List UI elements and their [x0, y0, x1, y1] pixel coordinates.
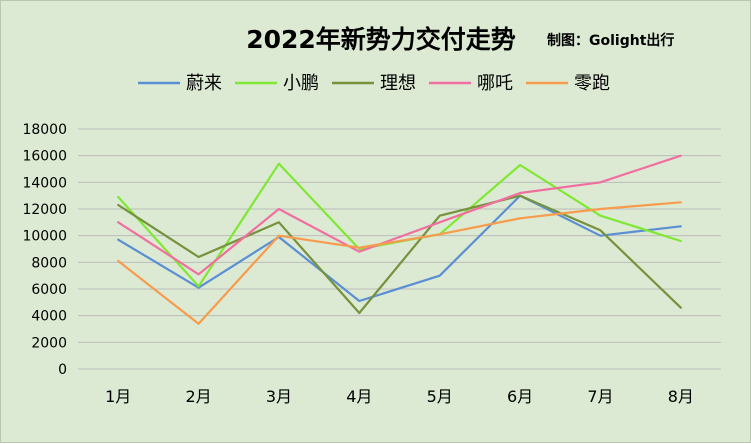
y-tick-label: 0: [58, 362, 67, 378]
x-tick-label: 6月: [507, 387, 533, 406]
legend-label: 零跑: [574, 73, 610, 94]
chart-credit: 制图：Golight出行: [547, 32, 674, 49]
x-tick-label: 4月: [346, 387, 372, 406]
grid-lines: [78, 128, 721, 370]
y-tick-label: 12000: [22, 202, 67, 218]
x-axis: 1月 2月 3月 4月 5月 6月 7月 8月: [105, 387, 694, 406]
series-group: [117, 154, 682, 325]
chart-title: 2022年新势力交付走势: [246, 25, 516, 54]
legend-label: 理想: [380, 73, 416, 94]
y-tick-label: 4000: [31, 309, 67, 325]
legend-label: 小鹏: [283, 73, 319, 94]
y-tick-label: 8000: [31, 255, 67, 271]
series-line: [117, 154, 682, 276]
y-tick-label: 14000: [22, 175, 67, 191]
y-tick-label: 18000: [22, 122, 67, 138]
y-tick-label: 16000: [22, 149, 67, 165]
y-tick-label: 10000: [22, 229, 67, 245]
series-line: [117, 201, 682, 325]
y-tick-label: 2000: [31, 335, 67, 351]
x-tick-label: 2月: [185, 387, 211, 406]
y-axis: 0 2000 4000 6000 8000 10000 12000 14000 16000 180…: [22, 122, 67, 378]
series-line: [117, 194, 682, 315]
legend-label: 哪吒: [477, 73, 513, 94]
legend: 蔚来 小鹏 理想 哪吒 零跑: [138, 73, 610, 94]
x-tick-label: 3月: [266, 387, 292, 406]
series-line: [117, 194, 682, 303]
x-tick-label: 7月: [587, 387, 613, 406]
x-tick-label: 8月: [668, 387, 694, 406]
legend-label: 蔚来: [186, 73, 222, 94]
x-tick-label: 5月: [427, 387, 453, 406]
y-tick-label: 6000: [31, 282, 67, 298]
x-tick-label: 1月: [105, 387, 131, 406]
